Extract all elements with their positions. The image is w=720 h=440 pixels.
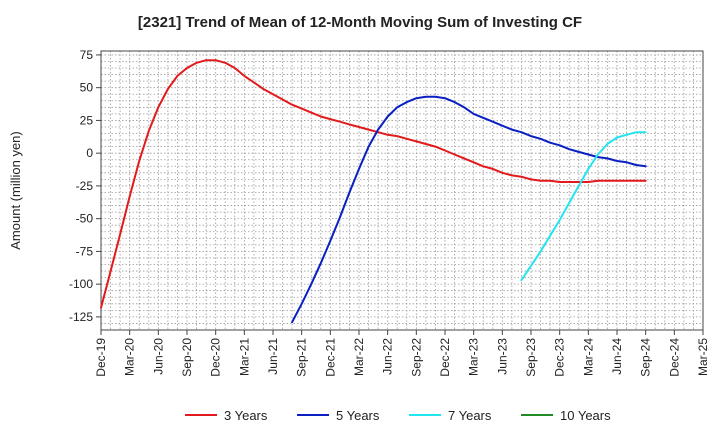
x-tick-label: Jun-21	[266, 338, 280, 375]
x-tick-label: Sep-24	[639, 338, 653, 377]
x-tick-label: Mar-23	[467, 338, 481, 376]
y-tick-label: -75	[76, 244, 94, 258]
legend-label: 5 Years	[336, 408, 380, 423]
chart-title: [2321] Trend of Mean of 12-Month Moving …	[137, 14, 583, 31]
x-tick-label: Sep-22	[409, 338, 423, 377]
y-tick-label: -25	[76, 179, 94, 193]
x-tick-label: Mar-22	[352, 338, 366, 376]
x-tick-label: Jun-20	[151, 338, 165, 375]
y-tick-label: -125	[69, 310, 93, 324]
x-tick-label: Mar-21	[237, 338, 251, 376]
y-tick-label: -100	[69, 277, 93, 291]
legend-label: 3 Years	[224, 408, 268, 423]
plot-area	[100, 50, 704, 331]
x-tick-label: Dec-20	[209, 338, 223, 377]
y-tick-label: 0	[86, 146, 93, 160]
plot-frame	[100, 50, 704, 331]
x-tick-label: Jun-22	[381, 338, 395, 375]
x-tick-label: Dec-24	[667, 338, 681, 377]
series-line-3-years	[100, 59, 647, 309]
y-tick-label: 50	[80, 81, 94, 95]
y-tick-label: 75	[80, 48, 94, 62]
x-tick-label: Jun-23	[495, 338, 509, 375]
x-tick-label: Mar-20	[123, 338, 137, 376]
x-tick-label: Jun-24	[610, 338, 624, 375]
x-tick-label: Dec-19	[94, 338, 108, 377]
x-tick-label: Mar-24	[581, 338, 595, 376]
legend-label: 7 Years	[448, 408, 492, 423]
x-tick-label: Dec-22	[438, 338, 452, 377]
y-tick-label: -50	[76, 212, 94, 226]
legend-label: 10 Years	[560, 408, 611, 423]
series-line-7-years	[520, 131, 647, 282]
x-tick-label: Sep-23	[524, 338, 538, 377]
x-tick-label: Mar-25	[696, 338, 710, 376]
x-tick-label: Dec-21	[323, 338, 337, 377]
y-tick-label: 25	[80, 113, 94, 127]
x-tick-label: Dec-23	[553, 338, 567, 377]
series-line-5-years	[291, 95, 647, 324]
x-tick-label: Sep-20	[180, 338, 194, 377]
y-axis-label: Amount (million yen)	[8, 131, 23, 250]
x-tick-label: Sep-21	[295, 338, 309, 377]
